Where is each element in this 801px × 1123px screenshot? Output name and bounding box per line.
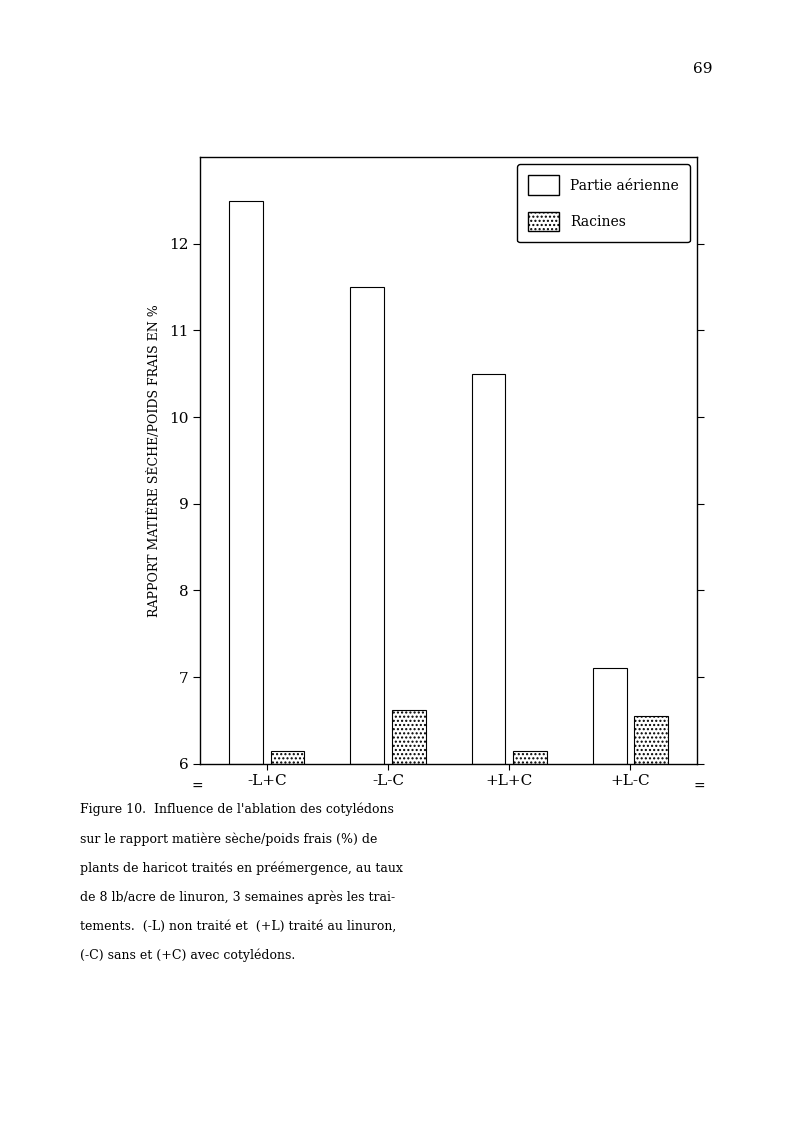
Text: (-C) sans et (+C) avec cotylédons.: (-C) sans et (+C) avec cotylédons. — [80, 949, 296, 962]
Bar — [351, 287, 384, 764]
Text: Figure 10.  Influence de l'ablation des cotylédons: Figure 10. Influence de l'ablation des c… — [80, 803, 394, 816]
Text: =: = — [191, 780, 203, 794]
Bar — [229, 201, 264, 764]
Bar — [593, 668, 626, 764]
Text: plants de haricot traités en préémergence, au taux: plants de haricot traités en préémergenc… — [80, 861, 403, 875]
Legend: Partie aérienne, Racines: Partie aérienne, Racines — [517, 164, 690, 243]
Bar — [392, 710, 425, 764]
Bar — [634, 716, 668, 764]
Text: sur le rapport matière sèche/poids frais (%) de: sur le rapport matière sèche/poids frais… — [80, 832, 377, 846]
Bar — [513, 750, 546, 764]
Text: tements.  (-L) non traité et  (+L) traité au linuron,: tements. (-L) non traité et (+L) traité … — [80, 920, 396, 933]
Text: de 8 lb/acre de linuron, 3 semaines après les trai-: de 8 lb/acre de linuron, 3 semaines aprè… — [80, 891, 395, 904]
Bar — [271, 750, 304, 764]
Text: 69: 69 — [694, 62, 713, 75]
Text: =: = — [694, 780, 706, 794]
Y-axis label: RAPPORT MATIÈRE SÈCHE/POIDS FRAIS EN %: RAPPORT MATIÈRE SÈCHE/POIDS FRAIS EN % — [147, 304, 161, 617]
Bar — [472, 374, 505, 764]
